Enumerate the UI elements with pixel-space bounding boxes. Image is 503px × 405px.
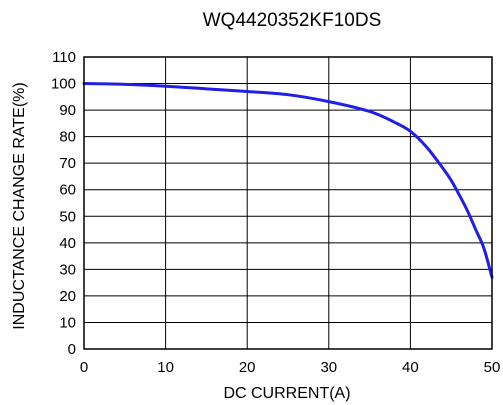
chart-title: WQ4420352KF10DS [203,10,382,31]
plot-frame [83,56,493,350]
y-tick-label: 100 [51,76,76,93]
y-tick-label: 110 [52,49,76,66]
y-tick-label: 80 [59,129,76,146]
y-tick-label: 0 [68,341,76,358]
y-tick-label: 90 [59,102,76,119]
series-group [82,82,494,279]
x-tick-label: 20 [239,359,256,376]
x-tick-labels: 0 10 20 30 40 50 [80,359,501,376]
x-tick-label: 30 [320,359,337,376]
y-tick-label: 50 [59,208,76,225]
x-tick-label: 50 [484,359,501,376]
y-tick-labels: 0 10 20 30 40 50 60 70 80 90 100 110 [51,49,76,358]
x-axis-title: DC CURRENT(A) [223,385,350,402]
x-tick-label: 40 [402,359,419,376]
y-axis-title: INDUCTANCE CHANGE RATE(%) [11,82,28,329]
y-tick-label: 20 [59,288,76,305]
y-tick-label: 30 [59,261,76,278]
x-tick-label: 10 [157,359,174,376]
y-tick-label: 10 [59,314,76,331]
y-tick-label: 40 [59,235,76,252]
grid-lines [83,56,493,350]
series-line [82,82,494,279]
y-tick-label: 60 [59,182,76,199]
x-tick-label: 0 [80,359,88,376]
y-tick-label: 70 [59,155,76,172]
